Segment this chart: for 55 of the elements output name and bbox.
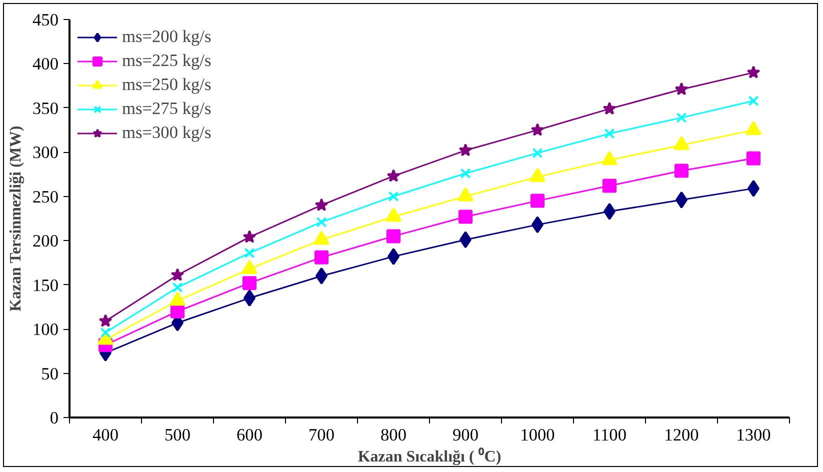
y-tick-label: 350 [32, 98, 59, 118]
legend-label: ms=200 kg/s [122, 27, 212, 47]
point [172, 282, 183, 293]
x-tick-label: 1000 [520, 426, 555, 444]
point [98, 314, 112, 327]
point [458, 210, 472, 224]
y-axis-title: Kazan Tersinmezliği (MW) [8, 126, 25, 312]
y-tick-label: 300 [32, 143, 59, 162]
point [388, 191, 399, 202]
point [602, 178, 616, 193]
point [674, 164, 688, 178]
point [242, 276, 256, 290]
legend-label: ms=275 kg/s [122, 99, 212, 119]
point [244, 248, 255, 258]
point [386, 169, 400, 182]
x-tick-label: 700 [308, 426, 335, 444]
point [676, 112, 687, 123]
x-tick-label: 1200 [664, 426, 699, 444]
legend-label: ms=225 kg/s [122, 51, 212, 71]
y-tick-label: 50 [41, 364, 58, 384]
x-tick-label: 1100 [592, 426, 627, 444]
x-tick-label: 900 [452, 426, 479, 444]
point [314, 198, 328, 212]
legend-label: ms=250 kg/s [122, 75, 212, 95]
y-tick-label: 0 [50, 408, 59, 428]
point [242, 230, 256, 243]
point [316, 216, 327, 228]
x-tick-label: 800 [380, 426, 407, 444]
point [746, 151, 760, 166]
point [170, 304, 184, 318]
legend-label: ms=300 kg/s [122, 123, 212, 143]
y-tick-label: 100 [32, 320, 59, 340]
y-tick-label: 150 [32, 276, 59, 295]
point [170, 268, 184, 281]
x-axis-title: Kazan Sıcaklığı ( ⁰C) [358, 448, 502, 466]
x-tick-label: 600 [236, 426, 263, 444]
point [460, 168, 471, 179]
y-tick-label: 400 [32, 54, 59, 74]
point [532, 148, 543, 158]
x-tick-label: 500 [164, 426, 191, 444]
point [458, 143, 472, 156]
y-tick-label: 200 [32, 232, 59, 251]
y-tick-label: 250 [32, 187, 59, 206]
y-tick-label: 450 [32, 10, 59, 30]
point [530, 194, 544, 208]
point [746, 66, 760, 78]
point [602, 102, 616, 115]
point [674, 82, 688, 96]
point [530, 123, 544, 136]
x-tick-label: 400 [92, 426, 119, 444]
point [386, 229, 400, 244]
point [314, 250, 328, 264]
x-tick-label: 1300 [736, 426, 771, 444]
point [748, 96, 759, 106]
point [604, 128, 615, 139]
